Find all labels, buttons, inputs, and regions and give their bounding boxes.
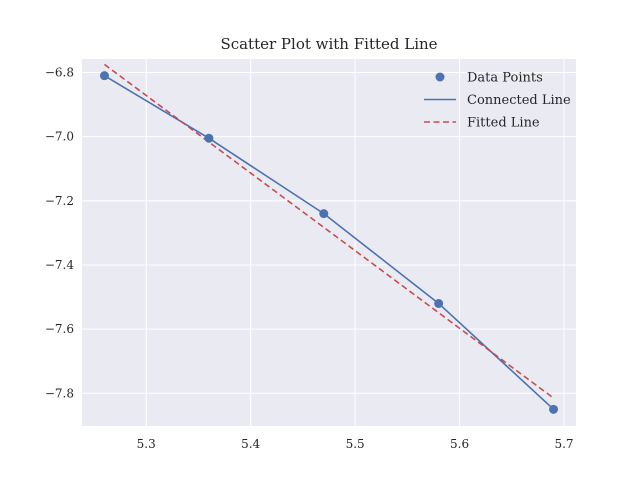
data-point — [99, 71, 109, 81]
legend: Data Points Connected Line Fitted Line — [424, 71, 571, 131]
chart-title: Scatter Plot with Fitted Line — [220, 35, 437, 53]
y-tick-label: −7.4 — [45, 258, 75, 272]
y-tick-label: −7.0 — [45, 130, 74, 144]
grid-lines — [82, 59, 576, 426]
legend-label: Fitted Line — [467, 116, 540, 131]
data-point — [549, 404, 559, 414]
plot-area — [82, 59, 576, 426]
fitted-line — [103, 63, 555, 399]
x-tick-label: 5.4 — [241, 437, 260, 451]
y-tick-label: −7.6 — [45, 322, 74, 336]
x-tick-label: 5.7 — [554, 437, 573, 451]
data-point — [204, 133, 214, 143]
tick-labels: 5.3 5.4 5.5 5.6 5.7 −6.8 −7.0 −7.2 −7.4 −7.6 −7.8 — [45, 65, 574, 451]
data-series — [99, 63, 559, 414]
data-point — [434, 298, 444, 308]
y-tick-label: −7.2 — [45, 194, 74, 208]
data-point — [319, 209, 329, 219]
legend-label: Data Points — [467, 71, 543, 86]
x-tick-label: 5.5 — [346, 437, 365, 451]
y-tick-label: −7.8 — [45, 386, 74, 400]
x-tick-label: 5.3 — [137, 437, 156, 451]
y-tick-label: −6.8 — [45, 65, 74, 79]
x-tick-label: 5.6 — [450, 437, 469, 451]
legend-label: Connected Line — [467, 93, 571, 108]
legend-marker-data-points — [435, 72, 445, 82]
